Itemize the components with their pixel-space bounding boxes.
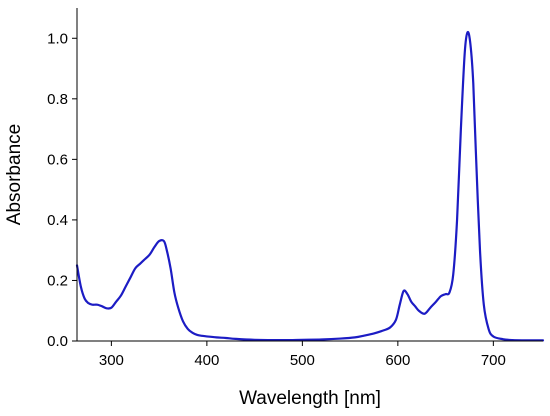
y-tick-label: 0.4 xyxy=(47,212,68,229)
y-tick-label: 0.2 xyxy=(47,272,68,289)
y-axis-ticks: 0.0 0.2 0.4 0.6 0.8 1.0 xyxy=(47,30,77,350)
x-axis-ticks: 300 400 500 600 700 xyxy=(99,341,506,369)
x-axis-title: Wavelength [nm] xyxy=(239,388,381,409)
y-axis-title: Absorbance xyxy=(4,124,25,225)
x-tick-label: 500 xyxy=(290,352,315,369)
x-tick-label: 400 xyxy=(194,352,219,369)
x-tick-label: 300 xyxy=(99,352,124,369)
y-tick-label: 0.8 xyxy=(47,91,68,108)
y-tick-label: 1.0 xyxy=(47,30,68,47)
x-tick-label: 600 xyxy=(385,352,410,369)
absorbance-curve xyxy=(75,30,545,342)
y-tick-label: 0.6 xyxy=(47,151,68,168)
x-tick-label: 700 xyxy=(481,352,506,369)
y-tick-label: 0.0 xyxy=(47,333,68,350)
